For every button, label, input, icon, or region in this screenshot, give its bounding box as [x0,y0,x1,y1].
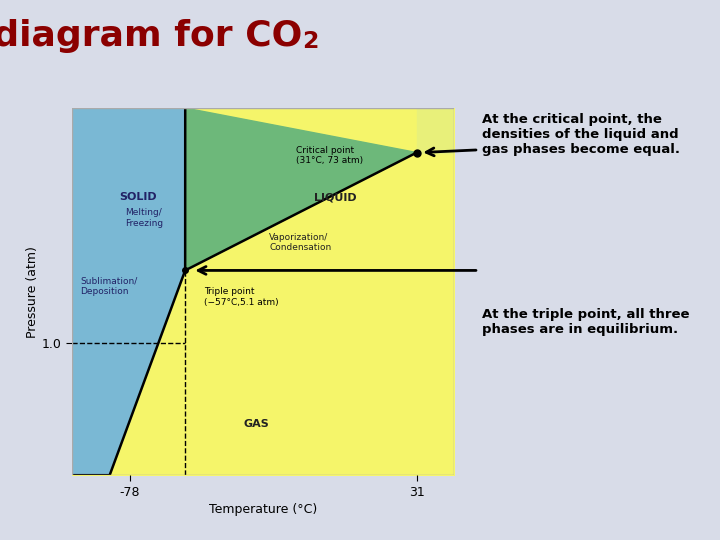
Text: Sublimation/
Deposition: Sublimation/ Deposition [80,276,137,296]
Y-axis label: Pressure (atm): Pressure (atm) [26,246,39,338]
Text: Melting/
Freezing: Melting/ Freezing [125,208,163,228]
Polygon shape [417,108,454,152]
Text: At the triple point, all three
phases are in equilibrium.: At the triple point, all three phases ar… [482,308,690,336]
Text: Phase diagram for CO: Phase diagram for CO [0,19,302,53]
Text: LIQUID: LIQUID [314,192,356,202]
Text: At the critical point, the
densities of the liquid and
gas phases become equal.: At the critical point, the densities of … [482,113,680,157]
Text: Vaporization/
Condensation: Vaporization/ Condensation [269,233,332,253]
Polygon shape [185,108,417,271]
Text: SOLID: SOLID [120,192,157,202]
X-axis label: Temperature (°C): Temperature (°C) [209,503,317,516]
Polygon shape [72,108,185,475]
Text: Critical point
(31°C, 73 atm): Critical point (31°C, 73 atm) [296,146,363,165]
Text: Triple point
(−57°C,5.1 atm): Triple point (−57°C,5.1 atm) [204,287,278,307]
Text: GAS: GAS [243,418,269,429]
Text: 2: 2 [302,30,319,53]
